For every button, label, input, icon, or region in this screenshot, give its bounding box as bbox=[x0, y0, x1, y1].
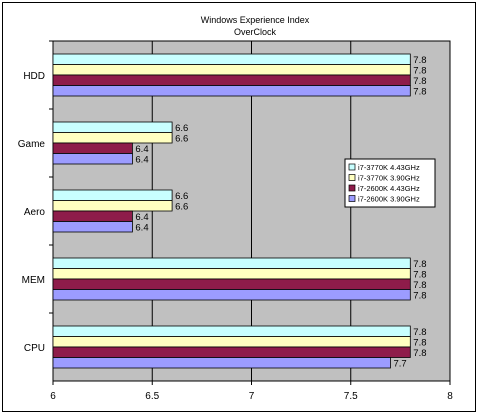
bar-value-label: 7.8 bbox=[413, 348, 426, 359]
bar-value-label: 6.6 bbox=[175, 202, 188, 213]
bar-value-label: 7.8 bbox=[413, 270, 426, 281]
category-label: CPU bbox=[24, 343, 45, 354]
legend-label: i7-2600K 3.90GHz bbox=[358, 195, 420, 204]
legend-swatch bbox=[348, 184, 356, 192]
bar-labels: 7.87.87.87.86.66.66.46.46.66.66.46.47.87… bbox=[135, 55, 426, 370]
bar-value-label: 6.4 bbox=[135, 155, 148, 166]
bar-value-label: 7.8 bbox=[413, 76, 426, 87]
legend-label: i7-2600K 4.43GHz bbox=[358, 184, 420, 193]
bars bbox=[52, 53, 411, 369]
bar bbox=[52, 325, 411, 337]
bar bbox=[52, 85, 411, 97]
bar-value-label: 7.8 bbox=[413, 338, 426, 349]
x-tick-label: 7 bbox=[249, 391, 255, 402]
bar-value-label: 6.4 bbox=[135, 212, 148, 223]
bar-value-label: 7.8 bbox=[413, 280, 426, 291]
legend-swatch bbox=[348, 174, 356, 181]
category-label: HDD bbox=[23, 71, 45, 82]
bar bbox=[52, 132, 173, 144]
bar bbox=[52, 289, 411, 301]
x-tick-label: 6.5 bbox=[145, 391, 159, 402]
x-tick-labels: 6 6.5 7 7.5 8 bbox=[50, 381, 453, 402]
category-label: MEM bbox=[22, 275, 45, 286]
legend-box bbox=[344, 158, 436, 208]
chart-subtitle: OverClock bbox=[234, 27, 277, 37]
bar-value-label: 6.4 bbox=[135, 144, 148, 155]
legend-swatch bbox=[348, 163, 356, 171]
bar-value-label: 7.8 bbox=[413, 327, 426, 338]
chart-svg: Windows Experience Index OverClock 7.87.… bbox=[18, 15, 453, 402]
bar bbox=[52, 189, 173, 201]
bar bbox=[52, 200, 173, 212]
bar bbox=[52, 121, 173, 133]
bar bbox=[52, 346, 411, 358]
legend-label: i7-3770K 3.90GHz bbox=[358, 174, 420, 183]
category-label: Aero bbox=[24, 207, 46, 218]
bar bbox=[52, 268, 411, 280]
chart-frame: Windows Experience Index OverClock 7.8 7.… bbox=[2, 2, 476, 412]
bar-value-label: 7.8 bbox=[413, 87, 426, 98]
bar bbox=[52, 357, 391, 369]
bar-value-label: 7.8 bbox=[413, 259, 426, 270]
bar bbox=[52, 278, 411, 290]
bar bbox=[52, 257, 411, 269]
bar-value-label: 7.8 bbox=[413, 66, 426, 77]
x-tick-label: 8 bbox=[447, 391, 453, 402]
legend-swatch bbox=[348, 195, 356, 202]
category-label: Game bbox=[18, 139, 46, 150]
bar bbox=[52, 210, 133, 222]
bar-value-label: 7.8 bbox=[413, 291, 426, 302]
chart-title: Windows Experience Index bbox=[201, 15, 310, 25]
bar bbox=[52, 153, 133, 165]
bar bbox=[52, 336, 411, 348]
legend-label: i7-3770K 4.43GHz bbox=[358, 163, 420, 172]
bar-value-label: 7.8 bbox=[413, 55, 426, 66]
bar bbox=[52, 53, 411, 65]
bar bbox=[52, 221, 133, 233]
bar-value-label: 6.4 bbox=[135, 223, 148, 234]
bar-value-label: 6.6 bbox=[175, 191, 188, 202]
category-labels: HDD Game Aero MEM CPU bbox=[18, 40, 53, 354]
bar bbox=[52, 64, 411, 76]
bar bbox=[52, 142, 133, 154]
bar-value-label: 7.7 bbox=[393, 359, 406, 370]
x-tick-label: 7.5 bbox=[344, 391, 358, 402]
x-tick-label: 6 bbox=[50, 391, 56, 402]
bar-value-label: 6.6 bbox=[175, 123, 188, 134]
bar-value-label: 6.6 bbox=[175, 134, 188, 145]
bar bbox=[52, 74, 411, 86]
